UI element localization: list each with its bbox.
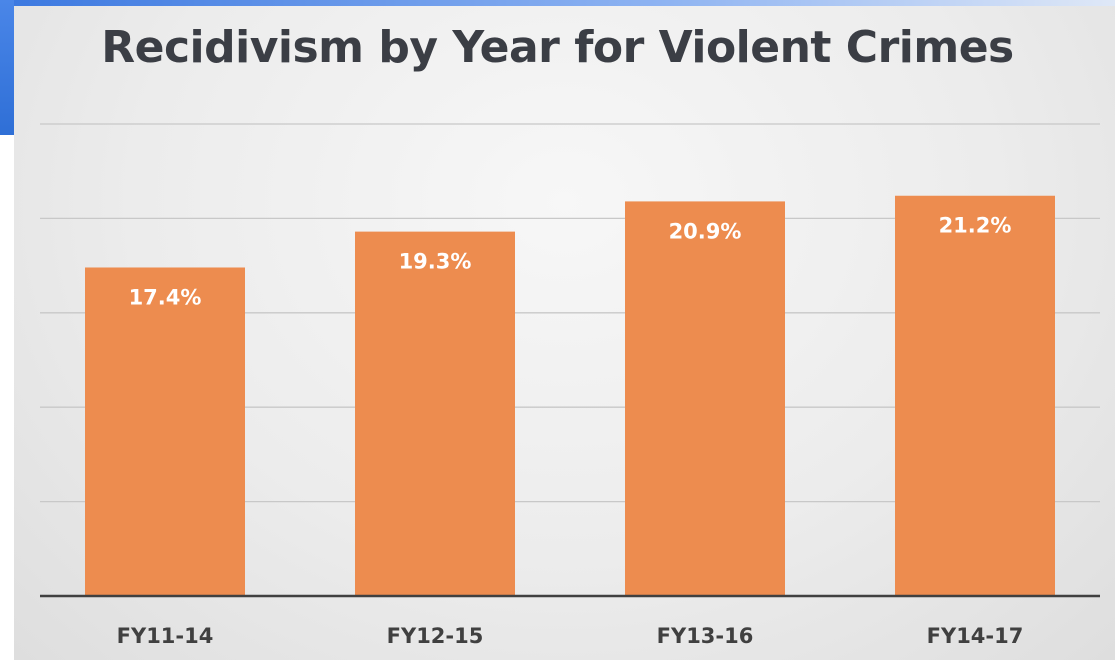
x-tick-label: FY12-15 [387, 624, 484, 648]
bar-fy12-15 [355, 231, 515, 596]
x-tick-label: FY11-14 [117, 624, 214, 648]
data-label-fy14-17: 21.2% [939, 214, 1012, 238]
bar-fy14-17 [895, 195, 1055, 596]
chart-title: Recidivism by Year for Violent Crimes [101, 22, 1014, 73]
x-tick-label: FY13-16 [657, 624, 754, 648]
bars [85, 195, 1055, 596]
left-accent-bar [0, 0, 14, 135]
bar-fy11-14 [85, 267, 245, 596]
top-accent-stripe [0, 0, 1115, 6]
data-label-fy13-16: 20.9% [669, 219, 742, 243]
data-label-fy11-14: 17.4% [129, 285, 202, 309]
data-label-fy12-15: 19.3% [399, 250, 472, 274]
x-tick-label: FY14-17 [927, 624, 1024, 648]
bar-fy13-16 [625, 201, 785, 596]
x-axis: FY11-14 FY12-15 FY13-16 FY14-17 [40, 594, 1100, 648]
value-labels: 17.4% 19.3% 20.9% 21.2% [129, 214, 1012, 310]
